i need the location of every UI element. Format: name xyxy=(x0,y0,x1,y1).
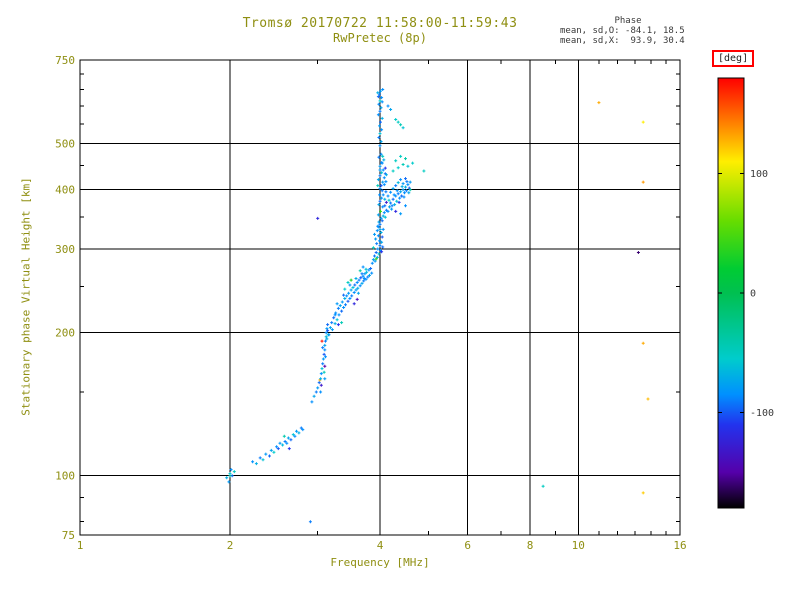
phase-stats: Phase mean, sd,O: -84.1, 18.5 mean, sd,X… xyxy=(560,16,696,46)
svg-text:16: 16 xyxy=(673,539,686,552)
phase-stats-heading: Phase xyxy=(614,16,642,26)
plot-subtitle: RwPretec (8p) xyxy=(333,31,427,45)
phase-stats-o-line: mean, sd,O: -84.1, 18.5 xyxy=(560,26,685,36)
plot-title: Tromsø 20170722 11:58:00-11:59:43 xyxy=(242,16,518,31)
svg-text:750: 750 xyxy=(55,54,75,67)
svg-text:200: 200 xyxy=(55,327,75,340)
svg-text:10: 10 xyxy=(572,539,585,552)
svg-text:500: 500 xyxy=(55,138,75,151)
svg-text:2: 2 xyxy=(227,539,234,552)
svg-text:400: 400 xyxy=(55,184,75,197)
phase-stats-x-line: mean, sd,X: 93.9, 30.4 xyxy=(560,36,685,46)
colorbar-unit-label: [deg] xyxy=(712,50,755,67)
svg-text:4: 4 xyxy=(377,539,384,552)
svg-text:100: 100 xyxy=(750,169,768,180)
svg-text:0: 0 xyxy=(750,289,756,300)
svg-text:75: 75 xyxy=(62,529,75,542)
svg-text:8: 8 xyxy=(527,539,534,552)
svg-text:6: 6 xyxy=(464,539,471,552)
svg-text:100: 100 xyxy=(55,470,75,483)
svg-text:-100: -100 xyxy=(750,408,774,419)
x-axis-label: Frequency [MHz] xyxy=(330,556,430,569)
svg-text:300: 300 xyxy=(55,243,75,256)
svg-text:1: 1 xyxy=(77,539,84,552)
